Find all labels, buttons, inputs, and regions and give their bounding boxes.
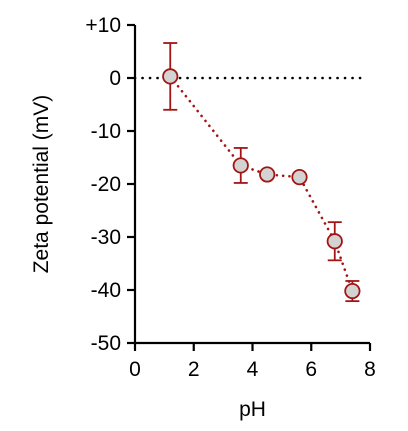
y-tick-label: -20 <box>91 173 121 196</box>
data-point <box>232 157 249 174</box>
x-axis-title: pH <box>239 398 266 421</box>
data-point <box>291 169 308 186</box>
x-tick-label: 0 <box>129 358 141 381</box>
x-tick-label: 2 <box>188 358 200 381</box>
y-tick-label: -40 <box>91 279 121 302</box>
y-axis-title: Zeta potential (mV) <box>30 95 53 274</box>
data-point <box>162 68 179 85</box>
y-tick-label: 0 <box>109 67 121 90</box>
y-tick-label: -50 <box>91 332 121 355</box>
data-point <box>344 282 361 300</box>
x-tick-label: 8 <box>364 358 376 381</box>
y-tick-label: +10 <box>85 14 121 37</box>
label-layer: pH Zeta potential (mV) +10 0 -10 -20 -30 -40 -… <box>30 14 376 421</box>
x-tick-label: 4 <box>247 358 259 381</box>
y-tick-label: -10 <box>91 120 121 143</box>
y-tick-label: -30 <box>91 226 121 249</box>
axis-layer <box>127 23 372 351</box>
data-point <box>259 166 276 183</box>
x-tick-label: 6 <box>305 358 317 381</box>
data-point <box>326 233 343 250</box>
series-connector <box>168 75 354 293</box>
data-point-layer <box>162 68 361 300</box>
connector-layer <box>168 75 354 293</box>
